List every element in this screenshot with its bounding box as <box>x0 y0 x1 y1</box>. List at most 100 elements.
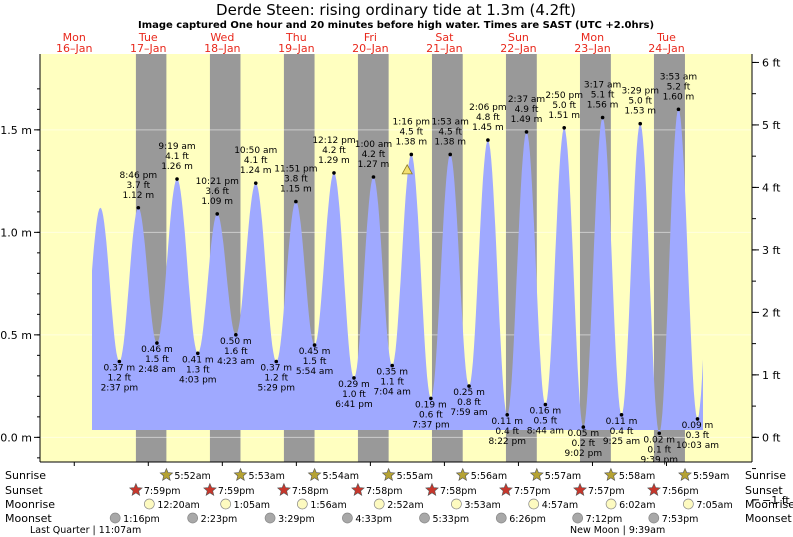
day-name: Mon <box>63 31 86 44</box>
moonrise-icon <box>296 498 308 510</box>
moonrise-time: 1:05am <box>234 500 270 511</box>
tide-point <box>390 363 394 368</box>
tide-label: 0.41 m <box>182 355 214 365</box>
tide-label: 0.11 m <box>606 417 638 427</box>
sunset-time: 7:58pm <box>440 486 477 497</box>
tide-label: 1.2 ft <box>107 374 131 384</box>
tide-label: 0.37 m <box>104 364 136 374</box>
day-date: 21–Jan <box>426 42 462 55</box>
moon-phase-label: New Moon | 9:39am <box>570 525 665 536</box>
moonset-time: 6:26pm <box>509 514 546 525</box>
row-label-right: Sunset <box>745 484 783 497</box>
moonset-icon <box>342 512 353 524</box>
tide-point <box>562 126 566 130</box>
day-date: 23–Jan <box>574 42 610 55</box>
tide-point <box>312 343 317 347</box>
tide-label: 1.38 m <box>434 137 466 147</box>
tide-point <box>215 212 220 216</box>
sunrise-icon <box>307 467 322 481</box>
moonrise-icon <box>451 498 462 510</box>
tide-label: 12:12 pm <box>312 136 355 146</box>
day-date: 20–Jan <box>352 42 388 55</box>
tide-point <box>524 130 529 134</box>
tide-label: 1.12 m <box>122 191 154 201</box>
tide-point <box>676 107 681 112</box>
tide-point <box>467 384 471 388</box>
tide-point <box>196 351 200 356</box>
day-date: 16–Jan <box>56 42 92 55</box>
sunrise-time: 5:52am <box>174 471 210 482</box>
sunrise-icon <box>529 467 544 481</box>
sunset-icon <box>203 482 217 496</box>
tide-label: 10:50 am <box>234 146 277 156</box>
y-tick-label: 0.0 m <box>0 431 32 444</box>
moonrise-time: 12:20am <box>157 500 199 511</box>
sunrise-time: 5:59am <box>693 471 729 482</box>
moonrise-icon <box>220 498 232 510</box>
tide-label: 1.24 m <box>240 166 272 176</box>
moonrise-time: 1:56am <box>310 500 346 511</box>
tide-label: 3.6 ft <box>205 187 229 197</box>
moonrise-icon <box>143 498 155 510</box>
tide-point <box>486 138 490 142</box>
tide-label: 8:22 pm <box>488 437 526 447</box>
tide-point <box>371 175 376 179</box>
sunset-time: 7:59pm <box>218 486 255 497</box>
moonrise-time: 6:02am <box>619 500 655 511</box>
tide-label: 4.1 ft <box>244 156 268 166</box>
tide-label: 1.56 m <box>587 101 619 111</box>
moonset-time: 7:12pm <box>586 514 623 525</box>
day-name: Fri <box>364 31 377 44</box>
tide-point <box>657 431 662 436</box>
row-label-left: Moonset <box>5 512 52 525</box>
tide-label: 4:03 pm <box>179 375 217 385</box>
chart-title: Derde Steen: rising ordinary tide at 1.3… <box>216 1 576 19</box>
water-area <box>92 109 703 434</box>
tide-label: 3.7 ft <box>126 181 150 191</box>
sunset-icon <box>573 482 587 496</box>
tide-label: 1.53 m <box>624 107 656 117</box>
tide-point <box>253 181 258 185</box>
tide-point <box>332 171 336 175</box>
tide-label: 4.1 ft <box>165 152 189 162</box>
sunrise-icon <box>381 467 396 481</box>
tide-label: 4.8 ft <box>476 113 500 123</box>
moonset-time: 1:16pm <box>123 514 160 525</box>
moonset-icon <box>264 512 276 524</box>
tide-label: 7:04 am <box>373 388 410 398</box>
tide-point <box>294 199 298 204</box>
day-name: Sun <box>508 31 529 44</box>
tide-label: 4.9 ft <box>515 105 539 115</box>
tide-label: 1.26 m <box>161 162 193 172</box>
moonrise-time: 3:53am <box>464 500 500 511</box>
day-date: 19–Jan <box>278 42 314 55</box>
tide-label: 0.8 ft <box>457 398 481 408</box>
sunset-time: 7:57pm <box>514 486 551 497</box>
tide-label: 0.09 m <box>682 421 714 431</box>
tide-label: 7:59 am <box>450 408 487 418</box>
y2-tick-label: 5 ft <box>762 119 781 132</box>
tide-label: 2:06 pm <box>469 103 507 113</box>
tide-label: 0.50 m <box>220 337 252 347</box>
tide-label: 1:00 am <box>355 140 392 150</box>
tide-label: 4.2 ft <box>362 150 386 160</box>
tide-point <box>117 359 122 364</box>
day-name: Mon <box>581 31 604 44</box>
moonrise-icon <box>605 498 617 510</box>
day-name: Sat <box>435 31 454 44</box>
tide-label: 0.29 m <box>338 380 370 390</box>
tide-label: 7:37 pm <box>412 420 450 430</box>
sunrise-time: 5:57am <box>545 471 581 482</box>
tide-label: 3:17 am <box>584 81 621 91</box>
tide-label: 4.5 ft <box>399 127 423 137</box>
sunrise-icon <box>678 467 692 481</box>
y2-tick-label: 2 ft <box>762 306 781 319</box>
tide-label: 0.4 ft <box>495 427 519 437</box>
tide-label: 8:46 pm <box>120 171 158 181</box>
tide-label: 1.15 m <box>280 185 312 195</box>
sunset-time: 7:58pm <box>366 486 403 497</box>
y-tick-label: 1.5 m <box>0 124 32 137</box>
sunset-time: 7:59pm <box>144 486 181 497</box>
tide-point <box>234 333 238 337</box>
tide-label: 10:21 pm <box>196 177 239 187</box>
